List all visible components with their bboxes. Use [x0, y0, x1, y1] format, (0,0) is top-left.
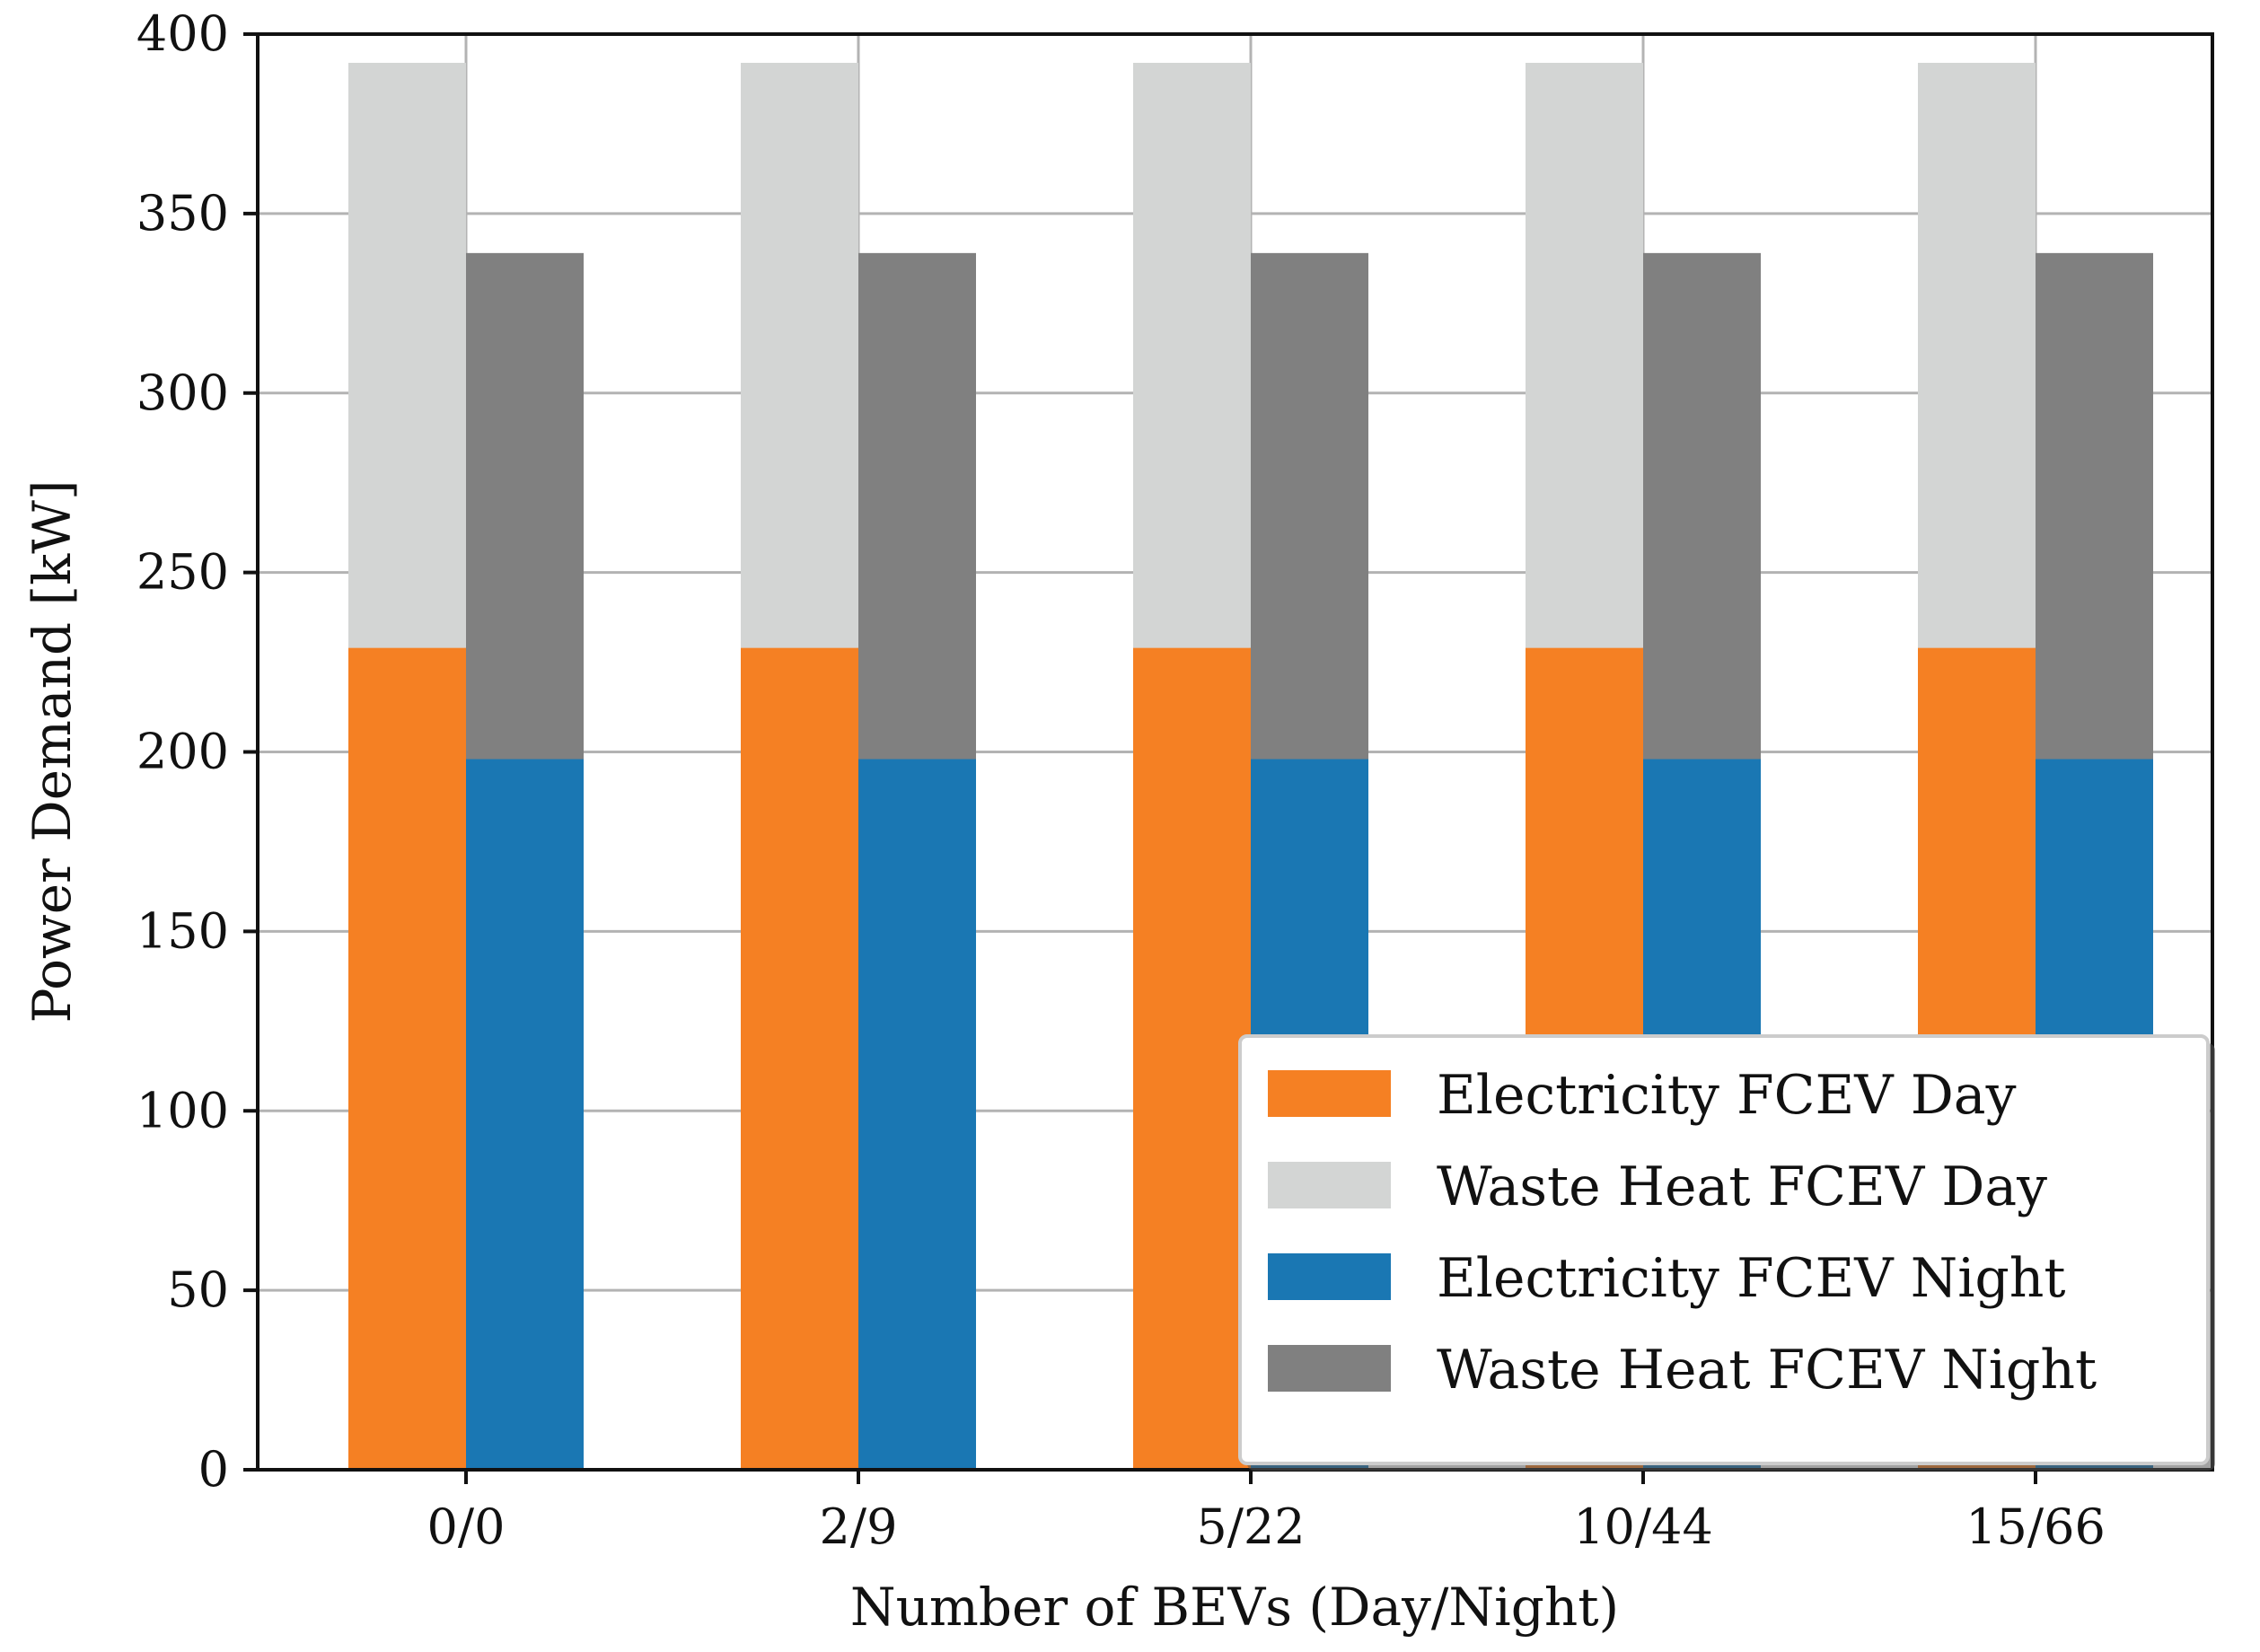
- y-tick-label: 50: [167, 1261, 229, 1318]
- legend-swatch-waste-heat-fcev-night: [1268, 1345, 1391, 1392]
- legend-label-waste-heat-fcev-day: Waste Heat FCEV Day: [1437, 1156, 2047, 1218]
- y-tick-label: 200: [136, 724, 229, 780]
- bar-electricity-fcev-day: [741, 647, 858, 1470]
- y-tick-label: 0: [198, 1441, 229, 1498]
- x-tick-label: 0/0: [427, 1498, 506, 1555]
- x-axis-label: Number of BEVs (Day/Night): [850, 1577, 1619, 1638]
- bar-waste-heat-fcev-night: [1643, 252, 1761, 760]
- legend-label-waste-heat-fcev-night: Waste Heat FCEV Night: [1437, 1339, 2097, 1402]
- y-tick-label: 250: [136, 544, 229, 601]
- legend-swatch-electricity-fcev-day: [1268, 1070, 1391, 1117]
- legend-label-electricity-fcev-night: Electricity FCEV Night: [1437, 1247, 2066, 1310]
- x-tick-label: 15/66: [1965, 1498, 2106, 1555]
- x-tick-label: 10/44: [1573, 1498, 1713, 1555]
- y-tick-label: 400: [136, 5, 229, 62]
- legend-swatch-electricity-fcev-night: [1268, 1253, 1391, 1300]
- legend-label-electricity-fcev-day: Electricity FCEV Day: [1437, 1064, 2017, 1127]
- bar-waste-heat-fcev-day: [1918, 62, 2036, 648]
- bar-waste-heat-fcev-day: [1526, 62, 1643, 648]
- bar-waste-heat-fcev-day: [1133, 62, 1251, 648]
- bar-electricity-fcev-night: [858, 759, 976, 1470]
- ticks: 0 50 100 150 200 250 300 350 400 0/0 2/9 5/22 10/44 1…: [136, 5, 2106, 1555]
- bar-waste-heat-fcev-day: [741, 62, 858, 648]
- bar-waste-heat-fcev-night: [1251, 252, 1368, 760]
- bar-waste-heat-fcev-day: [348, 62, 466, 648]
- y-axis-label: Power Demand [kW]: [22, 479, 83, 1023]
- legend-swatch-waste-heat-fcev-day: [1268, 1162, 1391, 1208]
- y-tick-label: 300: [136, 365, 229, 421]
- bar-waste-heat-fcev-night: [466, 252, 584, 760]
- bar-electricity-fcev-day: [348, 647, 466, 1470]
- y-tick-label: 100: [136, 1082, 229, 1138]
- x-tick-label: 5/22: [1196, 1498, 1305, 1555]
- bar-electricity-fcev-day: [1133, 647, 1251, 1470]
- y-tick-label: 150: [136, 902, 229, 959]
- y-tick-label: 350: [136, 185, 229, 242]
- bar-waste-heat-fcev-night: [858, 252, 976, 760]
- bar-waste-heat-fcev-night: [2036, 252, 2153, 760]
- bar-electricity-fcev-night: [466, 759, 584, 1470]
- legend-box: [1238, 1034, 2210, 1465]
- legend: Electricity FCEV Day Waste Heat FCEV Day E…: [1238, 1034, 2215, 1471]
- x-tick-label: 2/9: [820, 1498, 898, 1555]
